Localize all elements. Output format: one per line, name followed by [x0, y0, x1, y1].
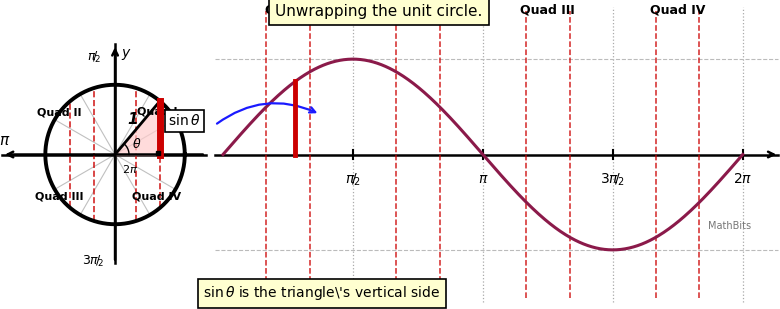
Text: Quad II: Quad II: [393, 4, 443, 17]
Text: Quad II: Quad II: [37, 108, 82, 118]
Text: Quad IV: Quad IV: [133, 191, 182, 201]
Text: 1: 1: [128, 112, 138, 127]
Text: Quad I: Quad I: [136, 106, 177, 116]
Text: Quad IV: Quad IV: [650, 4, 705, 17]
Bar: [156, 151, 160, 154]
Text: Quad I: Quad I: [265, 4, 311, 17]
Text: Quad III: Quad III: [520, 4, 575, 17]
Text: $2\pi$: $2\pi$: [122, 163, 138, 175]
Text: $\sin\theta$ is the triangle\'s vertical side: $\sin\theta$ is the triangle\'s vertical…: [203, 284, 441, 302]
Text: $3\pi\!/\!_2$: $3\pi\!/\!_2$: [82, 253, 105, 269]
Text: y: y: [122, 46, 129, 61]
Text: Quad III: Quad III: [35, 191, 83, 201]
Text: $3\pi\!/\!_2$: $3\pi\!/\!_2$: [601, 172, 626, 188]
Text: $\pi\!/\!_2$: $\pi\!/\!_2$: [345, 172, 361, 188]
Polygon shape: [115, 101, 160, 154]
Text: $\sin\theta$: $\sin\theta$: [168, 113, 200, 128]
Text: Unwrapping the unit circle.: Unwrapping the unit circle.: [275, 4, 483, 19]
Text: $\pi$: $\pi$: [477, 172, 488, 186]
Text: θ: θ: [133, 138, 141, 151]
Text: $2\pi$: $2\pi$: [733, 172, 753, 186]
Text: $\pi\!/\!_2$: $\pi\!/\!_2$: [87, 50, 101, 65]
Text: MathBits: MathBits: [708, 221, 751, 231]
Text: $\pi$: $\pi$: [0, 133, 11, 147]
